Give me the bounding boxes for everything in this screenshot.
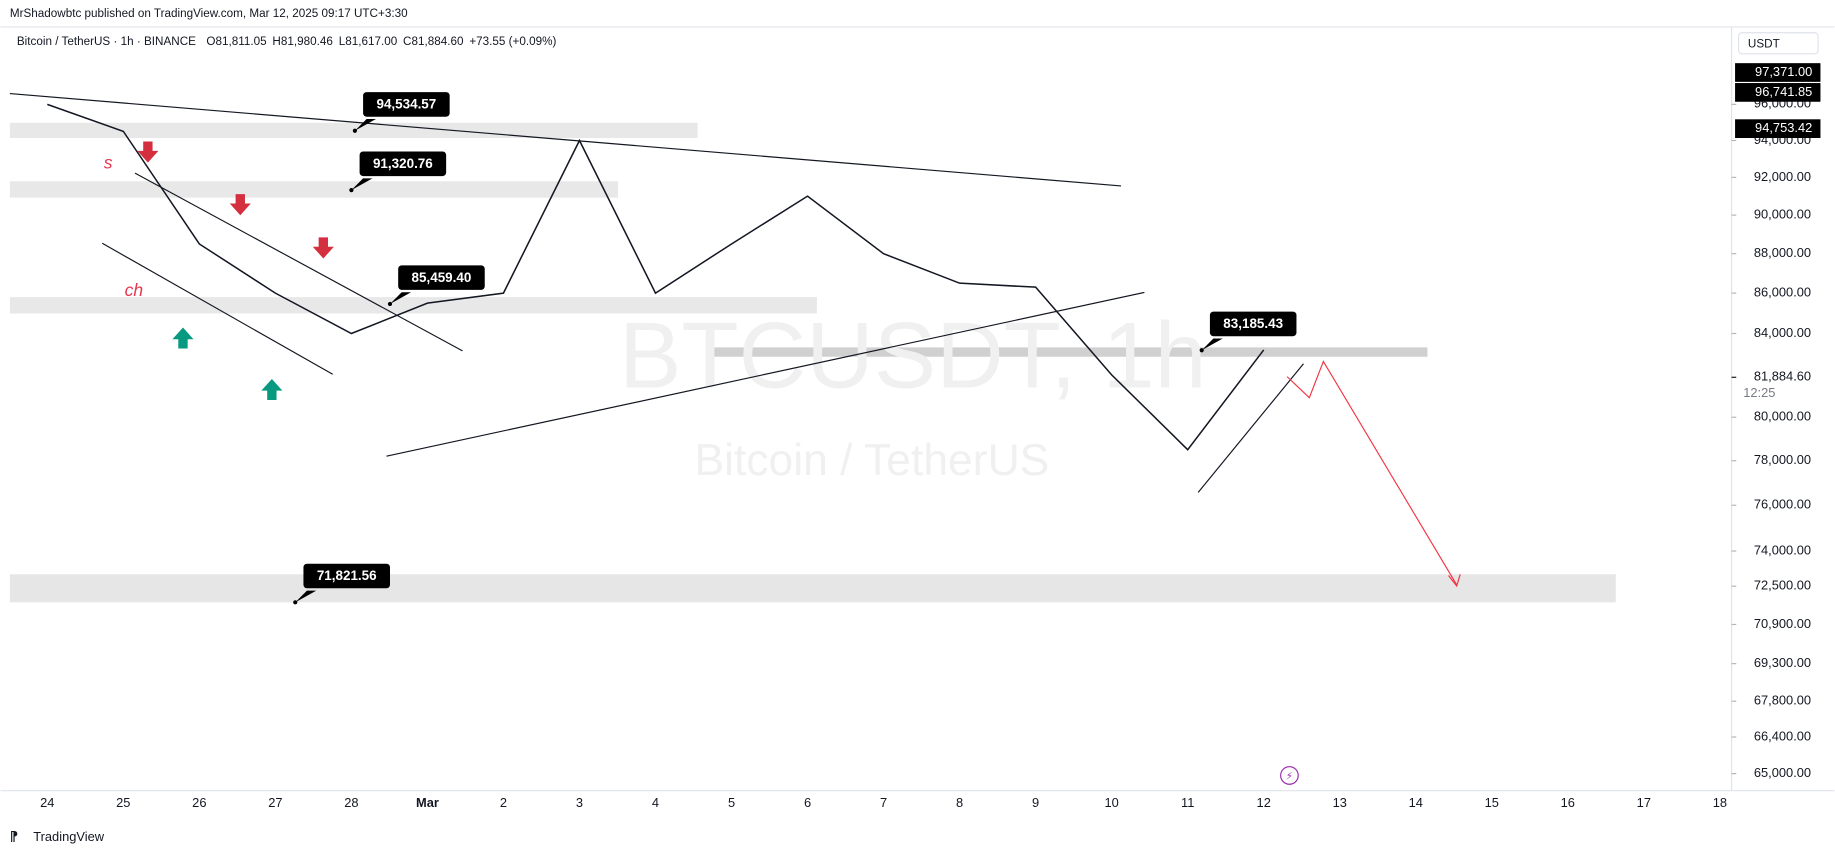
level-dot [349, 188, 354, 193]
x-tick-label: 5 [728, 795, 735, 810]
level-dot [387, 301, 393, 307]
level-label: 94,534.57 [376, 97, 436, 112]
y-tick-label: 80,000.00 [1754, 409, 1811, 424]
ohlc-value: O81,811.05 [206, 35, 267, 48]
x-tick-label: 6 [804, 795, 811, 810]
x-tick-label: 11 [1181, 795, 1194, 810]
price-label: 97,371.00 [1755, 64, 1812, 79]
y-tick-label: 70,900.00 [1754, 616, 1811, 631]
level-box [363, 92, 450, 117]
timer: 12:25 [1743, 385, 1775, 400]
annotation: s [104, 152, 113, 172]
zone [713, 347, 1428, 357]
x-tick-label: 18 [1713, 795, 1727, 810]
x-tick-label: 17 [1637, 795, 1651, 810]
level-box [1209, 311, 1297, 337]
x-tick-label: 3 [576, 795, 583, 810]
x-tick-label: 7 [880, 795, 887, 810]
zone [9, 574, 1616, 603]
y-tick-label: 74,000.00 [1754, 542, 1811, 557]
footer: TradingView [33, 829, 104, 844]
x-tick-label: 26 [192, 795, 206, 810]
x-tick-label: 24 [40, 795, 54, 810]
price-label: 94,753.42 [1755, 120, 1812, 135]
event-icon-glyph: ⚡ [1286, 770, 1293, 782]
y-tick-label: 86,000.00 [1754, 285, 1811, 300]
footer-logo: ⁋ [10, 829, 18, 844]
price-label-box [1735, 119, 1821, 139]
y-tick-label: 90,000.00 [1754, 206, 1811, 221]
y-tick-label: 66,400.00 [1754, 728, 1811, 743]
header: MrShadowbtc published on TradingView.com… [10, 7, 408, 20]
level-box [303, 563, 390, 589]
x-tick-label: 9 [1032, 795, 1039, 810]
y-tick-label: 76,000.00 [1754, 497, 1811, 512]
level-dot [352, 128, 358, 133]
trendlines [9, 92, 1304, 493]
x-tick-label: 15 [1485, 795, 1499, 810]
level-pointer [295, 590, 317, 603]
x-tick-label: 25 [116, 795, 130, 810]
level-label: 83,185.43 [1223, 316, 1283, 331]
watermark: BTCUSDT, 1h [619, 302, 1207, 407]
symbol: Bitcoin / TetherUS · 1h · BINANCE [17, 35, 196, 48]
currency-box [1737, 32, 1819, 55]
annotation: ch [125, 280, 144, 300]
watermark-sub: Bitcoin / TetherUS [694, 436, 1049, 485]
y-tick-label: 88,000.00 [1754, 245, 1811, 260]
level-box [359, 151, 447, 177]
level-dot [293, 600, 298, 605]
x-tick-label: 2 [500, 795, 507, 810]
price-label: 96,741.85 [1755, 84, 1812, 99]
y-tick-label: 65,000.00 [1754, 765, 1811, 780]
y-tick-label: 78,000.00 [1754, 452, 1811, 467]
price-line [47, 103, 1265, 451]
level-dot [1199, 348, 1204, 353]
ohlc-value: +73.55 (+0.09%) [469, 35, 556, 48]
level-label: 71,821.56 [317, 568, 377, 583]
level-pointer [1201, 338, 1223, 351]
level-label: 85,459.40 [412, 270, 472, 285]
ohlc-value: C81,884.60 [403, 35, 464, 48]
x-tick-label: 10 [1105, 795, 1119, 810]
x-tick-label: 27 [268, 795, 282, 810]
zone [9, 297, 817, 314]
sell-arrows [137, 141, 334, 259]
ohlc: O81,811.05 H81,980.46 L81,617.00 C81,884.60… [206, 35, 556, 48]
y-tick-label: 67,800.00 [1754, 693, 1811, 708]
level-box [398, 265, 485, 290]
buy-arrows [172, 327, 283, 401]
zone [9, 181, 619, 198]
last-price: 81,884.60 [1754, 369, 1811, 384]
x-tick-label: 14 [1409, 795, 1423, 810]
currency: USDT [1748, 38, 1780, 51]
y-tick-label: 69,300.00 [1754, 655, 1811, 670]
ohlc-value: H81,980.46 [272, 35, 332, 48]
y-tick-label: 72,500.00 [1754, 578, 1811, 593]
level-label: 91,320.76 [373, 156, 433, 171]
level-pointer [351, 178, 373, 191]
event-icon [1280, 766, 1299, 785]
projection [1286, 360, 1458, 586]
projection-arrowhead [1448, 574, 1461, 588]
level-pointer [354, 119, 376, 131]
y-tick-label: 92,000.00 [1754, 169, 1811, 184]
x-tick-label: 8 [956, 795, 963, 810]
y-tick-label: 84,000.00 [1754, 325, 1811, 340]
x-tick-label: 16 [1561, 795, 1575, 810]
x-tick-label: 28 [344, 795, 358, 810]
price-label-box [1735, 83, 1821, 102]
x-tick-label: 13 [1333, 795, 1347, 810]
x-tick-label: 12 [1257, 795, 1271, 810]
x-tick-label: Mar [416, 795, 439, 810]
ohlc-value: L81,617.00 [339, 35, 398, 48]
x-tick-label: 4 [652, 795, 659, 810]
price-label-box [1735, 63, 1821, 82]
